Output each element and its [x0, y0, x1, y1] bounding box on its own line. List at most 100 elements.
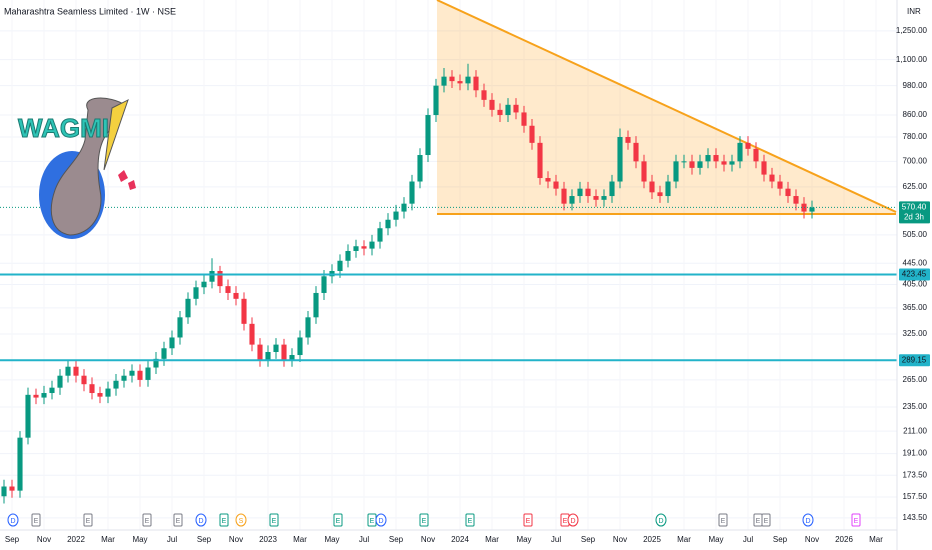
y-tick-label: 700.00: [903, 156, 928, 165]
candle-body: [377, 228, 383, 242]
x-tick-label: Nov: [37, 535, 51, 544]
x-tick-label: Nov: [421, 535, 435, 544]
x-tick-label: 2024: [451, 535, 469, 544]
x-tick-label: Sep: [773, 535, 788, 544]
event-marker: [465, 513, 475, 527]
candle-body: [585, 188, 591, 197]
level-label: 423.45: [902, 270, 927, 279]
event-marker: [375, 513, 387, 527]
candle-body: [449, 76, 455, 82]
candle-body: [641, 161, 647, 182]
candle-body: [481, 90, 487, 100]
candle-body: [49, 387, 55, 394]
event-label: E: [145, 518, 150, 525]
x-tick-label: May: [516, 535, 531, 544]
candle-body: [281, 344, 287, 360]
candle-body: [665, 181, 671, 197]
x-tick-label: Sep: [197, 535, 212, 544]
event-label: E: [854, 518, 859, 525]
y-tick-label: 780.00: [903, 132, 928, 141]
y-tick-label: 405.00: [903, 280, 928, 289]
candle-body: [425, 115, 431, 156]
candle-body: [321, 276, 327, 293]
candle-body: [769, 174, 775, 182]
candle-body: [345, 250, 351, 261]
event-label: E: [563, 518, 568, 525]
x-tick-label: 2023: [259, 535, 277, 544]
event-marker: [851, 513, 861, 527]
y-tick-label: 157.50: [903, 492, 928, 501]
candle-body: [417, 155, 423, 182]
y-tick-label: 980.00: [903, 81, 928, 90]
candle-body: [681, 161, 687, 163]
candle-body: [289, 355, 295, 360]
candle-body: [673, 161, 679, 182]
candle-body: [65, 366, 71, 376]
x-tick-label: Sep: [581, 535, 596, 544]
event-label: D: [198, 518, 203, 525]
event-label: E: [756, 518, 761, 525]
candle-body: [89, 384, 95, 394]
candle-body: [745, 142, 751, 149]
level-tag: [899, 354, 930, 367]
candle-body: [73, 366, 79, 376]
x-tick-label: Mar: [485, 535, 499, 544]
y-tick-label: 325.00: [903, 329, 928, 338]
x-tick-label: 2026: [835, 535, 853, 544]
y-tick-label: 860.00: [903, 110, 928, 119]
x-tick-label: 2022: [67, 535, 85, 544]
event-label: E: [422, 518, 427, 525]
candle-body: [793, 196, 799, 204]
candle-body: [761, 161, 767, 175]
logo-text: WAGMI: [18, 113, 109, 143]
event-label: D: [10, 518, 15, 525]
candle-body: [361, 246, 367, 249]
event-marker: [83, 513, 93, 527]
candle-body: [561, 188, 567, 204]
event-marker: [523, 513, 533, 527]
candle-body: [81, 375, 87, 385]
event-label: E: [721, 518, 726, 525]
candle-body: [657, 192, 663, 197]
logo: WAGMI: [18, 97, 136, 239]
event-marker: [235, 513, 247, 527]
x-tick-label: Mar: [101, 535, 115, 544]
y-tick-label: 173.50: [903, 470, 928, 479]
candle-body: [113, 380, 119, 389]
candle-body: [129, 370, 135, 376]
candle-body: [513, 104, 519, 113]
event-label: E: [34, 518, 39, 525]
event-label: D: [805, 518, 810, 525]
candle-body: [753, 148, 759, 162]
y-tick-label: 191.00: [903, 449, 928, 458]
candle-body: [473, 76, 479, 91]
candle-body: [729, 161, 735, 165]
event-label: E: [764, 518, 769, 525]
event-marker: [333, 513, 343, 527]
candle-body: [233, 292, 239, 299]
logo-beak: [103, 99, 129, 171]
x-tick-label: Mar: [677, 535, 691, 544]
y-tick-label: 235.00: [903, 402, 928, 411]
event-marker: [31, 513, 41, 527]
last-price-label: 570.40: [902, 203, 927, 212]
x-tick-label: Jul: [551, 535, 561, 544]
candle-body: [625, 137, 631, 143]
candle-body: [153, 358, 159, 368]
x-tick-label: May: [324, 535, 339, 544]
event-marker: [761, 513, 771, 527]
candle-body: [457, 81, 463, 84]
candle-body: [249, 323, 255, 345]
candle-body: [713, 155, 719, 162]
candle-body: [121, 375, 127, 381]
grid: [0, 30, 897, 519]
candle-body: [257, 344, 263, 360]
y-tick-label: 625.00: [903, 182, 928, 191]
candle-body: [209, 270, 215, 282]
candle-body: [809, 207, 815, 212]
y-tick-label: 365.00: [903, 303, 928, 312]
candle-body: [401, 203, 407, 212]
event-label: E: [370, 518, 375, 525]
x-tick-label: Jul: [743, 535, 753, 544]
